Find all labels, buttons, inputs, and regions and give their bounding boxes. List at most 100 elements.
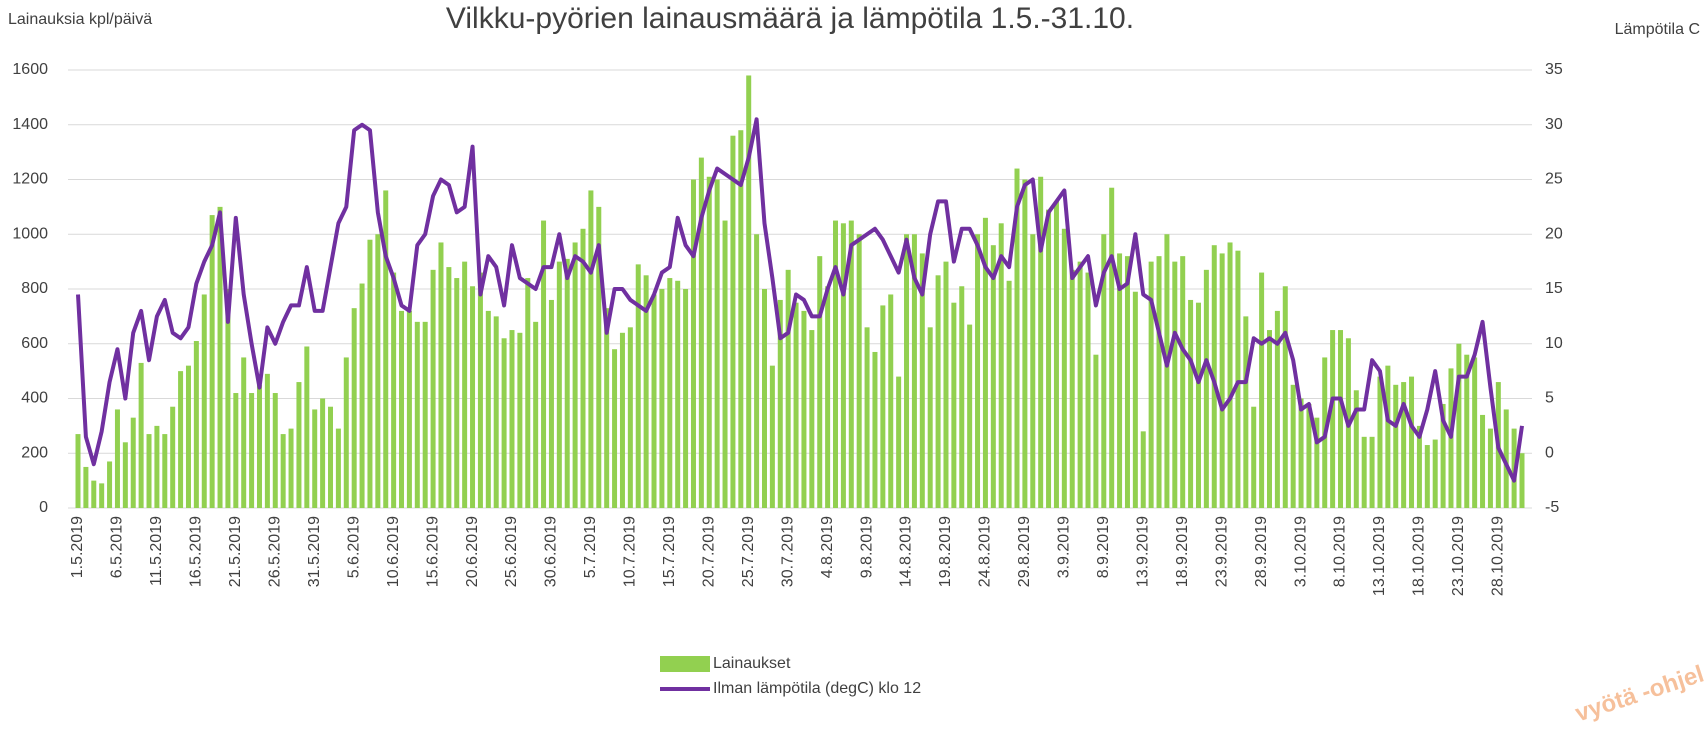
bar [573, 242, 578, 508]
bar [628, 327, 633, 508]
y-tick-label: 1200 [12, 171, 48, 188]
bar [1007, 281, 1012, 508]
bar [399, 311, 404, 508]
x-tick-label: 8.9.2019 [1095, 516, 1112, 578]
y2-tick-label: 10 [1545, 335, 1563, 352]
bar [289, 429, 294, 508]
bar [1220, 253, 1225, 508]
x-tick-label: 13.10.2019 [1371, 516, 1388, 596]
bar [825, 286, 830, 508]
x-tick-label: 25.7.2019 [740, 516, 757, 587]
bar [817, 256, 822, 508]
y2-tick-label: 0 [1545, 444, 1554, 461]
bar [1488, 429, 1493, 508]
y2-axis-title: Lämpötila C [1615, 21, 1700, 38]
y-tick-label: 200 [21, 444, 48, 461]
x-tick-label: 19.8.2019 [937, 516, 954, 587]
bar [1393, 385, 1398, 508]
bar [1409, 377, 1414, 508]
bar [265, 374, 270, 508]
bar [1164, 234, 1169, 508]
bar [1204, 270, 1209, 508]
x-tick-label: 20.6.2019 [464, 516, 481, 587]
bar [210, 215, 215, 508]
x-tick-label: 29.8.2019 [1016, 516, 1033, 587]
bar [865, 327, 870, 508]
bar [494, 316, 499, 508]
x-tick-label: 15.6.2019 [424, 516, 441, 587]
bar [391, 273, 396, 508]
bar [1385, 366, 1390, 508]
x-tick-label: 3.9.2019 [1056, 516, 1073, 578]
x-tick-label: 25.6.2019 [503, 516, 520, 587]
x-tick-label: 10.6.2019 [385, 516, 402, 587]
bar [1180, 256, 1185, 508]
bar [344, 357, 349, 508]
bar [99, 483, 104, 508]
bar [1259, 273, 1264, 508]
bar [1117, 253, 1122, 508]
x-tick-label: 31.5.2019 [306, 516, 323, 587]
bar [1141, 431, 1146, 508]
bar [833, 221, 838, 508]
bar [320, 399, 325, 509]
bar [423, 322, 428, 508]
x-tick-label: 20.7.2019 [700, 516, 717, 587]
bar [652, 294, 657, 508]
bar [880, 305, 885, 508]
bar [1030, 234, 1035, 508]
watermark: vyötä -ohjel [1572, 660, 1705, 727]
bar [360, 284, 365, 508]
x-tick-label: 18.9.2019 [1174, 516, 1191, 587]
bar [754, 234, 759, 508]
bar [438, 242, 443, 508]
bar [115, 409, 120, 508]
bar [446, 267, 451, 508]
bar [1330, 330, 1335, 508]
bar [352, 308, 357, 508]
bar [888, 294, 893, 508]
bar [462, 262, 467, 508]
y2-tick-label: 20 [1545, 225, 1563, 242]
bar [872, 352, 877, 508]
bar [1093, 355, 1098, 508]
bar [588, 190, 593, 508]
bar [1299, 399, 1304, 509]
x-tick-label: 3.10.2019 [1292, 516, 1309, 587]
bar [76, 434, 81, 508]
y-axis-title: Lainauksia kpl/päivä [8, 11, 152, 28]
x-tick-label: 6.5.2019 [109, 516, 126, 578]
bar [170, 407, 175, 508]
y2-tick-label: -5 [1545, 499, 1559, 516]
bar [1456, 344, 1461, 508]
bar [431, 270, 436, 508]
x-tick-label: 18.10.2019 [1411, 516, 1428, 596]
bar [296, 382, 301, 508]
bar [509, 330, 514, 508]
x-tick-label: 14.8.2019 [898, 516, 915, 587]
bar [659, 289, 664, 508]
bar [1267, 330, 1272, 508]
bar [178, 371, 183, 508]
bar [233, 393, 238, 508]
bar [1338, 330, 1343, 508]
y-tick-label: 1400 [12, 116, 48, 133]
bar [154, 426, 159, 508]
chart-title: Vilkku-pyörien lainausmäärä ja lämpötila… [446, 2, 1134, 35]
x-tick-label: 11.5.2019 [148, 516, 165, 586]
bar [1433, 440, 1438, 508]
bar [1243, 316, 1248, 508]
y-tick-label: 400 [21, 390, 48, 407]
bar [762, 289, 767, 508]
y2-tick-label: 25 [1545, 171, 1563, 188]
bar [525, 278, 530, 508]
legend-swatch [660, 656, 710, 672]
x-tick-label: 28.9.2019 [1253, 516, 1270, 587]
bar [1520, 453, 1525, 508]
bar [91, 481, 96, 508]
bar [533, 322, 538, 508]
bar [991, 245, 996, 508]
y-tick-label: 0 [39, 499, 48, 516]
y-tick-label: 600 [21, 335, 48, 352]
bar [1235, 251, 1240, 508]
